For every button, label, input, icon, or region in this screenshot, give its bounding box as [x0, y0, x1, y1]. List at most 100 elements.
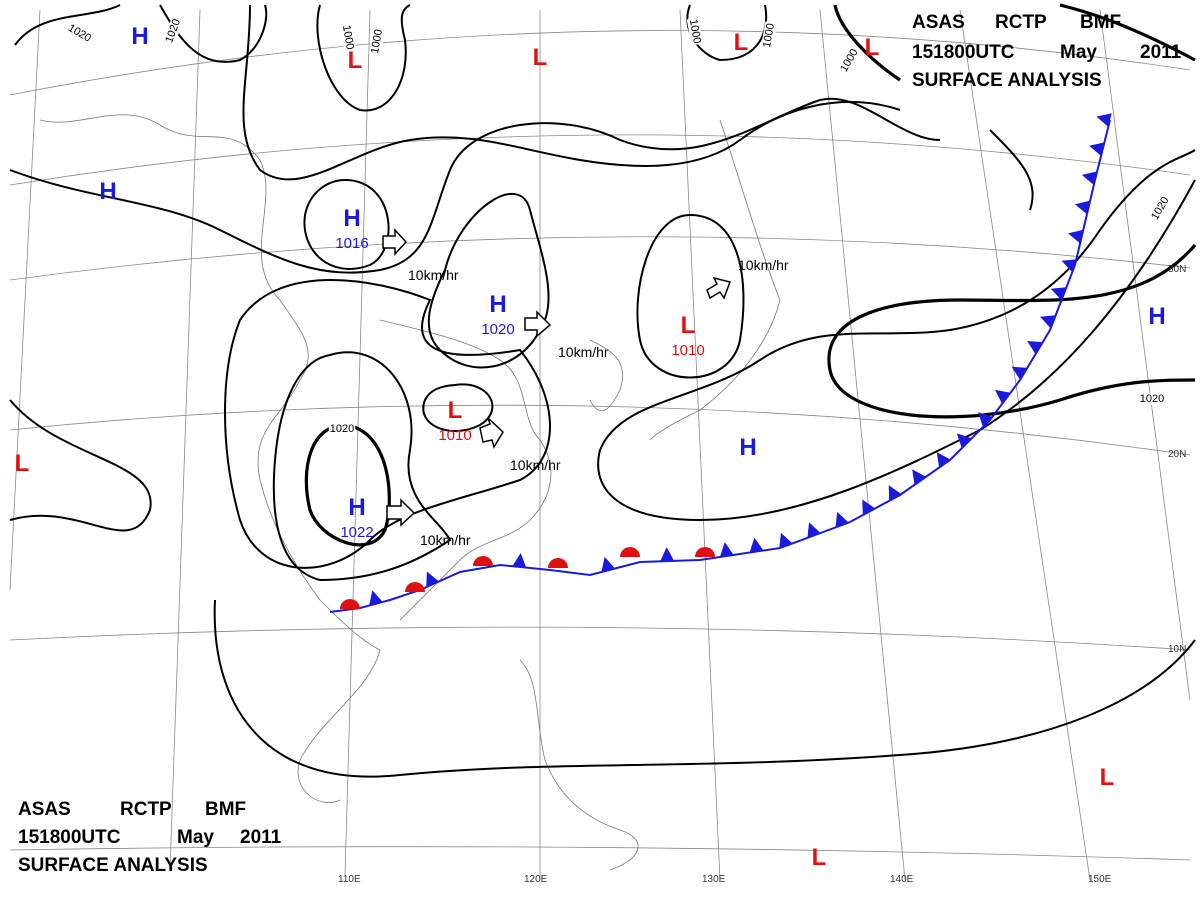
motion-arrow — [524, 310, 552, 338]
cold-front-triangle — [1050, 287, 1067, 301]
latitude-line — [9, 134, 1191, 186]
latitude-label: 20N — [1168, 449, 1186, 460]
label-background — [368, 27, 386, 56]
cold-front-triangle — [978, 412, 993, 427]
pressure-value: 1016 — [335, 235, 368, 252]
header-text: ASAS — [912, 12, 965, 33]
cold-front-triangle — [426, 571, 440, 588]
pressure-symbol: L — [348, 47, 363, 74]
header-text: May — [1060, 42, 1097, 63]
motion-arrows — [382, 228, 731, 527]
isobar — [242, 4, 901, 181]
isobar — [303, 178, 390, 270]
graticule — [9, 9, 1191, 881]
coastlines — [39, 114, 781, 871]
cold-front-triangle — [1081, 171, 1098, 185]
longitude-line — [169, 9, 201, 871]
pressure-symbol: L — [15, 450, 30, 477]
cold-front-triangle — [1011, 366, 1028, 380]
label-background — [339, 23, 357, 52]
isobar — [636, 213, 745, 379]
isobar — [213, 599, 1196, 778]
warm-front-semicircle — [620, 547, 640, 557]
motion-label: 10km/hr — [738, 257, 789, 273]
label-background — [328, 423, 356, 435]
header-text: 2011 — [1140, 42, 1182, 63]
cold-front-triangle — [1061, 259, 1078, 273]
pressure-symbol: H — [131, 23, 148, 50]
pressure-symbol: H — [343, 205, 360, 232]
pressure-symbol: H — [739, 434, 756, 461]
motion-label: 10km/hr — [408, 267, 459, 283]
cold-front-triangle — [1027, 340, 1043, 355]
pressure-symbol: H — [99, 178, 116, 205]
latitude-line — [9, 30, 1191, 96]
isobar — [422, 383, 494, 432]
isobar — [989, 129, 1034, 211]
pressure-symbol: L — [448, 397, 463, 424]
longitude-label: 140E — [890, 874, 914, 885]
latitude-line — [9, 236, 1191, 281]
latitude-line — [9, 404, 1191, 456]
label-background — [686, 17, 704, 46]
isobars — [9, 3, 1197, 778]
isobar — [14, 4, 121, 46]
pressure-value: 1010 — [671, 342, 704, 359]
label-background — [837, 46, 862, 75]
header-text: SURFACE ANALYSIS — [912, 70, 1102, 91]
coastline — [379, 319, 552, 621]
cold-front-triangle — [1068, 229, 1084, 244]
latitude-line — [9, 846, 1191, 861]
isobar-label: 1000 — [761, 22, 777, 48]
motion-arrow — [479, 417, 504, 449]
pressure-symbol: L — [1100, 764, 1115, 791]
label-background — [760, 21, 778, 50]
cold-front-triangle — [719, 542, 734, 558]
cold-front-triangle — [1040, 315, 1056, 329]
pressure-symbol: L — [681, 312, 696, 339]
warm-front-semicircle — [340, 599, 360, 609]
warm-front-semicircle — [405, 582, 425, 592]
cold-front-triangle — [601, 556, 615, 573]
cold-front-triangle — [660, 547, 675, 562]
latitude-label: 30N — [1168, 264, 1186, 275]
isobar — [9, 399, 152, 532]
warm-front-semicircle — [548, 558, 568, 568]
longitude-label: 110E — [338, 874, 361, 885]
isobar — [272, 351, 452, 582]
label-background — [1138, 393, 1166, 405]
label-background — [65, 21, 94, 46]
cold-front-triangle — [862, 499, 876, 516]
cold-front-triangle — [1089, 142, 1105, 156]
latitude-label: 10N — [1168, 644, 1186, 655]
motion-label: 10km/hr — [420, 532, 471, 548]
labels: ASAS RCTP BMF 151800UTC May 2011 SURFACE ANALY… — [15, 12, 1187, 885]
pressure-value: 1022 — [340, 524, 373, 541]
cold-front-triangle — [512, 552, 527, 568]
pressure-symbol: L — [533, 44, 548, 71]
longitude-label: 120E — [524, 874, 548, 885]
pressure-value: 1010 — [438, 427, 471, 444]
cold-front-triangle — [888, 485, 902, 501]
cold-front-triangle — [749, 537, 764, 553]
pressure-symbol: L — [865, 34, 880, 61]
cold-front-triangle — [1074, 200, 1091, 215]
latitude-line — [9, 626, 1191, 651]
isobar — [1059, 3, 1196, 62]
isobar-label: 1000 — [687, 18, 703, 44]
isobar — [224, 279, 551, 569]
header-text: RCTP — [120, 799, 172, 820]
header-text: May — [177, 827, 214, 848]
label-background — [1148, 194, 1173, 223]
motion-arrow — [706, 276, 731, 300]
pressure-symbol: H — [1148, 303, 1165, 330]
coastline — [519, 659, 639, 871]
cold-front-triangle — [912, 469, 926, 485]
cold-front-triangle — [936, 452, 951, 468]
longitude-line — [959, 9, 1091, 881]
motion-label: 10km/hr — [558, 344, 609, 360]
pressure-symbol: L — [812, 844, 827, 871]
header-text: 2011 — [240, 827, 282, 848]
cold-front-triangle — [779, 532, 793, 549]
header-text: BMF — [205, 799, 246, 820]
